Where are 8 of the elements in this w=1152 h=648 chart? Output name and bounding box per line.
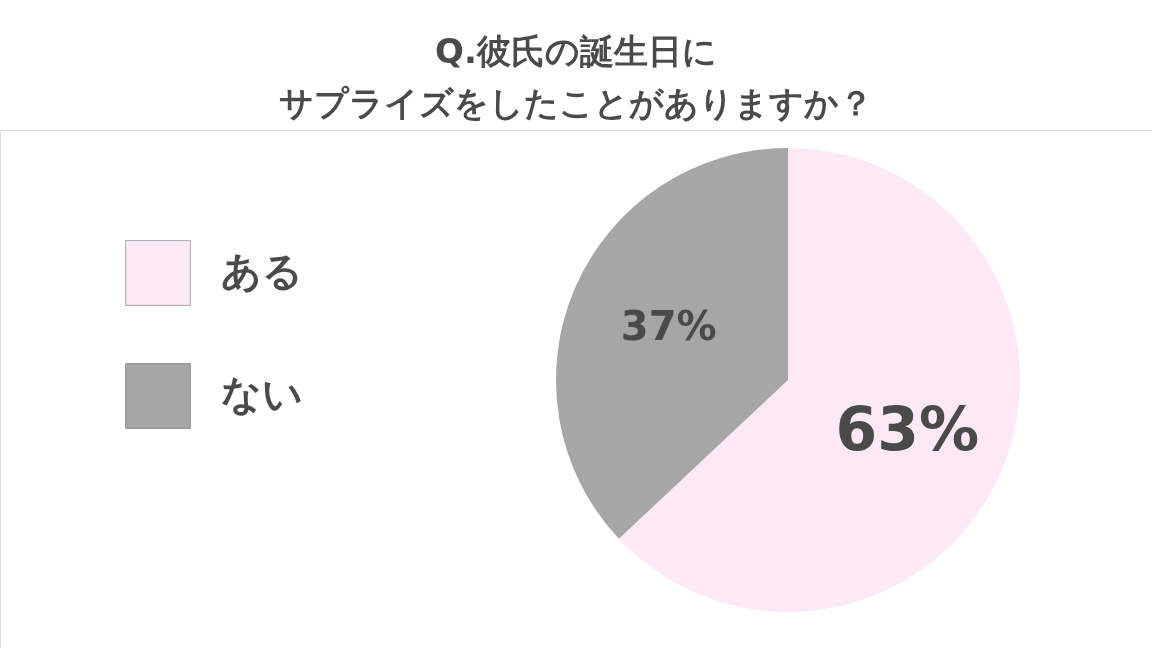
- chart-title: Q.彼氏の誕生日に: [435, 31, 717, 71]
- legend-label: ある: [221, 248, 303, 294]
- pie-slice: [556, 148, 788, 539]
- chart-subtitle: サプライズをしたことがありますか？: [279, 83, 873, 123]
- data-label: 37%: [620, 303, 717, 350]
- legend-label: ない: [221, 371, 303, 417]
- pie-slice: [618, 148, 1020, 612]
- data-label: 63%: [835, 393, 980, 464]
